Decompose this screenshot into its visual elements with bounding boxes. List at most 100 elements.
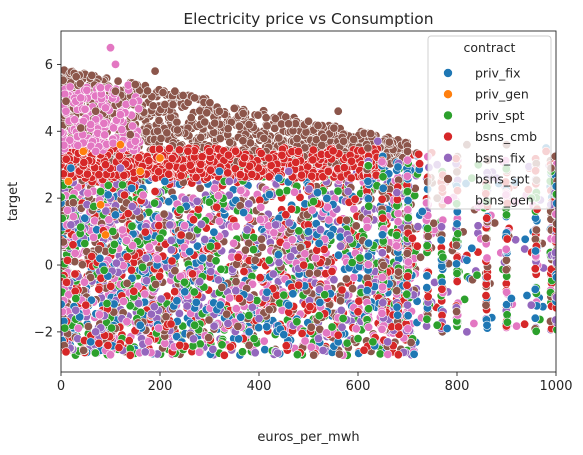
texture-point <box>244 310 254 320</box>
texture-point <box>164 144 174 154</box>
texture-point <box>150 198 160 208</box>
texture-point <box>289 187 299 197</box>
texture-point <box>393 322 403 332</box>
texture-point <box>108 138 118 148</box>
texture-point <box>254 323 264 333</box>
texture-point <box>209 227 219 237</box>
texture-point <box>196 219 206 229</box>
texture-point <box>141 253 151 263</box>
texture-point <box>206 165 216 175</box>
plot-content <box>61 43 556 360</box>
texture-point <box>223 124 233 134</box>
texture-point <box>176 171 186 181</box>
texture-point <box>62 277 72 287</box>
texture-point <box>286 252 296 262</box>
texture-point <box>61 323 70 333</box>
texture-point <box>364 304 374 314</box>
texture-point <box>166 235 176 245</box>
texture-point <box>392 302 402 312</box>
texture-point <box>329 275 339 285</box>
texture-point <box>223 168 233 178</box>
texture-point <box>103 190 113 200</box>
texture-point <box>406 337 416 347</box>
texture-point <box>217 340 227 350</box>
texture-point <box>231 286 241 296</box>
texture-point <box>94 338 104 348</box>
texture-point <box>184 231 194 241</box>
texture-point <box>94 284 104 294</box>
texture-point <box>241 245 251 255</box>
texture-point <box>336 305 346 315</box>
texture-point <box>143 86 153 96</box>
texture-point <box>200 117 210 127</box>
texture-point <box>346 173 356 183</box>
texture-point <box>264 305 274 315</box>
texture-point <box>378 183 388 193</box>
texture-point <box>415 159 425 169</box>
texture-point <box>377 282 387 292</box>
texture-point <box>273 348 283 358</box>
texture-point <box>259 133 269 143</box>
texture-point <box>412 241 422 251</box>
texture-point <box>141 127 151 137</box>
texture-point <box>209 321 219 331</box>
texture-point <box>61 154 71 164</box>
texture-point <box>309 350 319 360</box>
texture-point <box>106 281 116 291</box>
texture-point <box>166 245 176 255</box>
texture-point <box>79 158 89 168</box>
texture-point <box>229 238 239 248</box>
texture-point <box>144 156 154 166</box>
texture-point <box>94 170 104 180</box>
texture-point <box>198 253 208 263</box>
texture-point <box>195 183 205 193</box>
texture-point <box>68 198 78 208</box>
texture-point <box>154 144 164 154</box>
texture-point <box>196 133 206 143</box>
texture-point <box>333 250 343 260</box>
texture-point <box>324 215 334 225</box>
texture-point <box>129 286 139 296</box>
texture-point <box>61 307 67 317</box>
texture-point <box>242 225 252 235</box>
texture-point <box>317 140 327 150</box>
texture-point <box>127 202 137 212</box>
texture-point <box>350 194 360 204</box>
texture-point <box>341 274 351 284</box>
texture-point <box>264 172 274 182</box>
texture-point <box>378 172 388 182</box>
texture-point <box>315 225 325 235</box>
texture-point <box>215 134 225 144</box>
texture-point <box>320 290 330 300</box>
texture-point <box>210 118 220 128</box>
texture-point <box>144 336 154 346</box>
texture-point <box>122 236 132 246</box>
texture-point <box>308 155 318 165</box>
texture-point <box>202 108 212 118</box>
texture-point <box>413 222 423 232</box>
texture-point <box>119 296 129 306</box>
texture-point <box>83 188 93 198</box>
texture-point <box>70 248 80 258</box>
texture-point <box>122 278 132 288</box>
texture-point <box>284 119 294 129</box>
texture-point <box>89 232 99 242</box>
texture-point <box>473 221 483 231</box>
texture-point <box>76 222 86 232</box>
texture-point <box>363 194 373 204</box>
texture-point <box>306 322 316 332</box>
texture-point <box>68 212 78 222</box>
texture-point <box>99 265 109 275</box>
texture-point <box>312 188 322 198</box>
texture-point <box>392 286 402 296</box>
texture-point <box>205 98 215 108</box>
texture-point <box>223 318 233 328</box>
texture-point <box>260 345 270 355</box>
texture-point <box>366 129 376 139</box>
texture-point <box>193 204 203 214</box>
texture-point <box>512 321 522 331</box>
texture-point <box>377 248 387 258</box>
texture-point <box>211 256 221 266</box>
texture-point <box>80 213 90 223</box>
texture-point <box>212 202 222 212</box>
